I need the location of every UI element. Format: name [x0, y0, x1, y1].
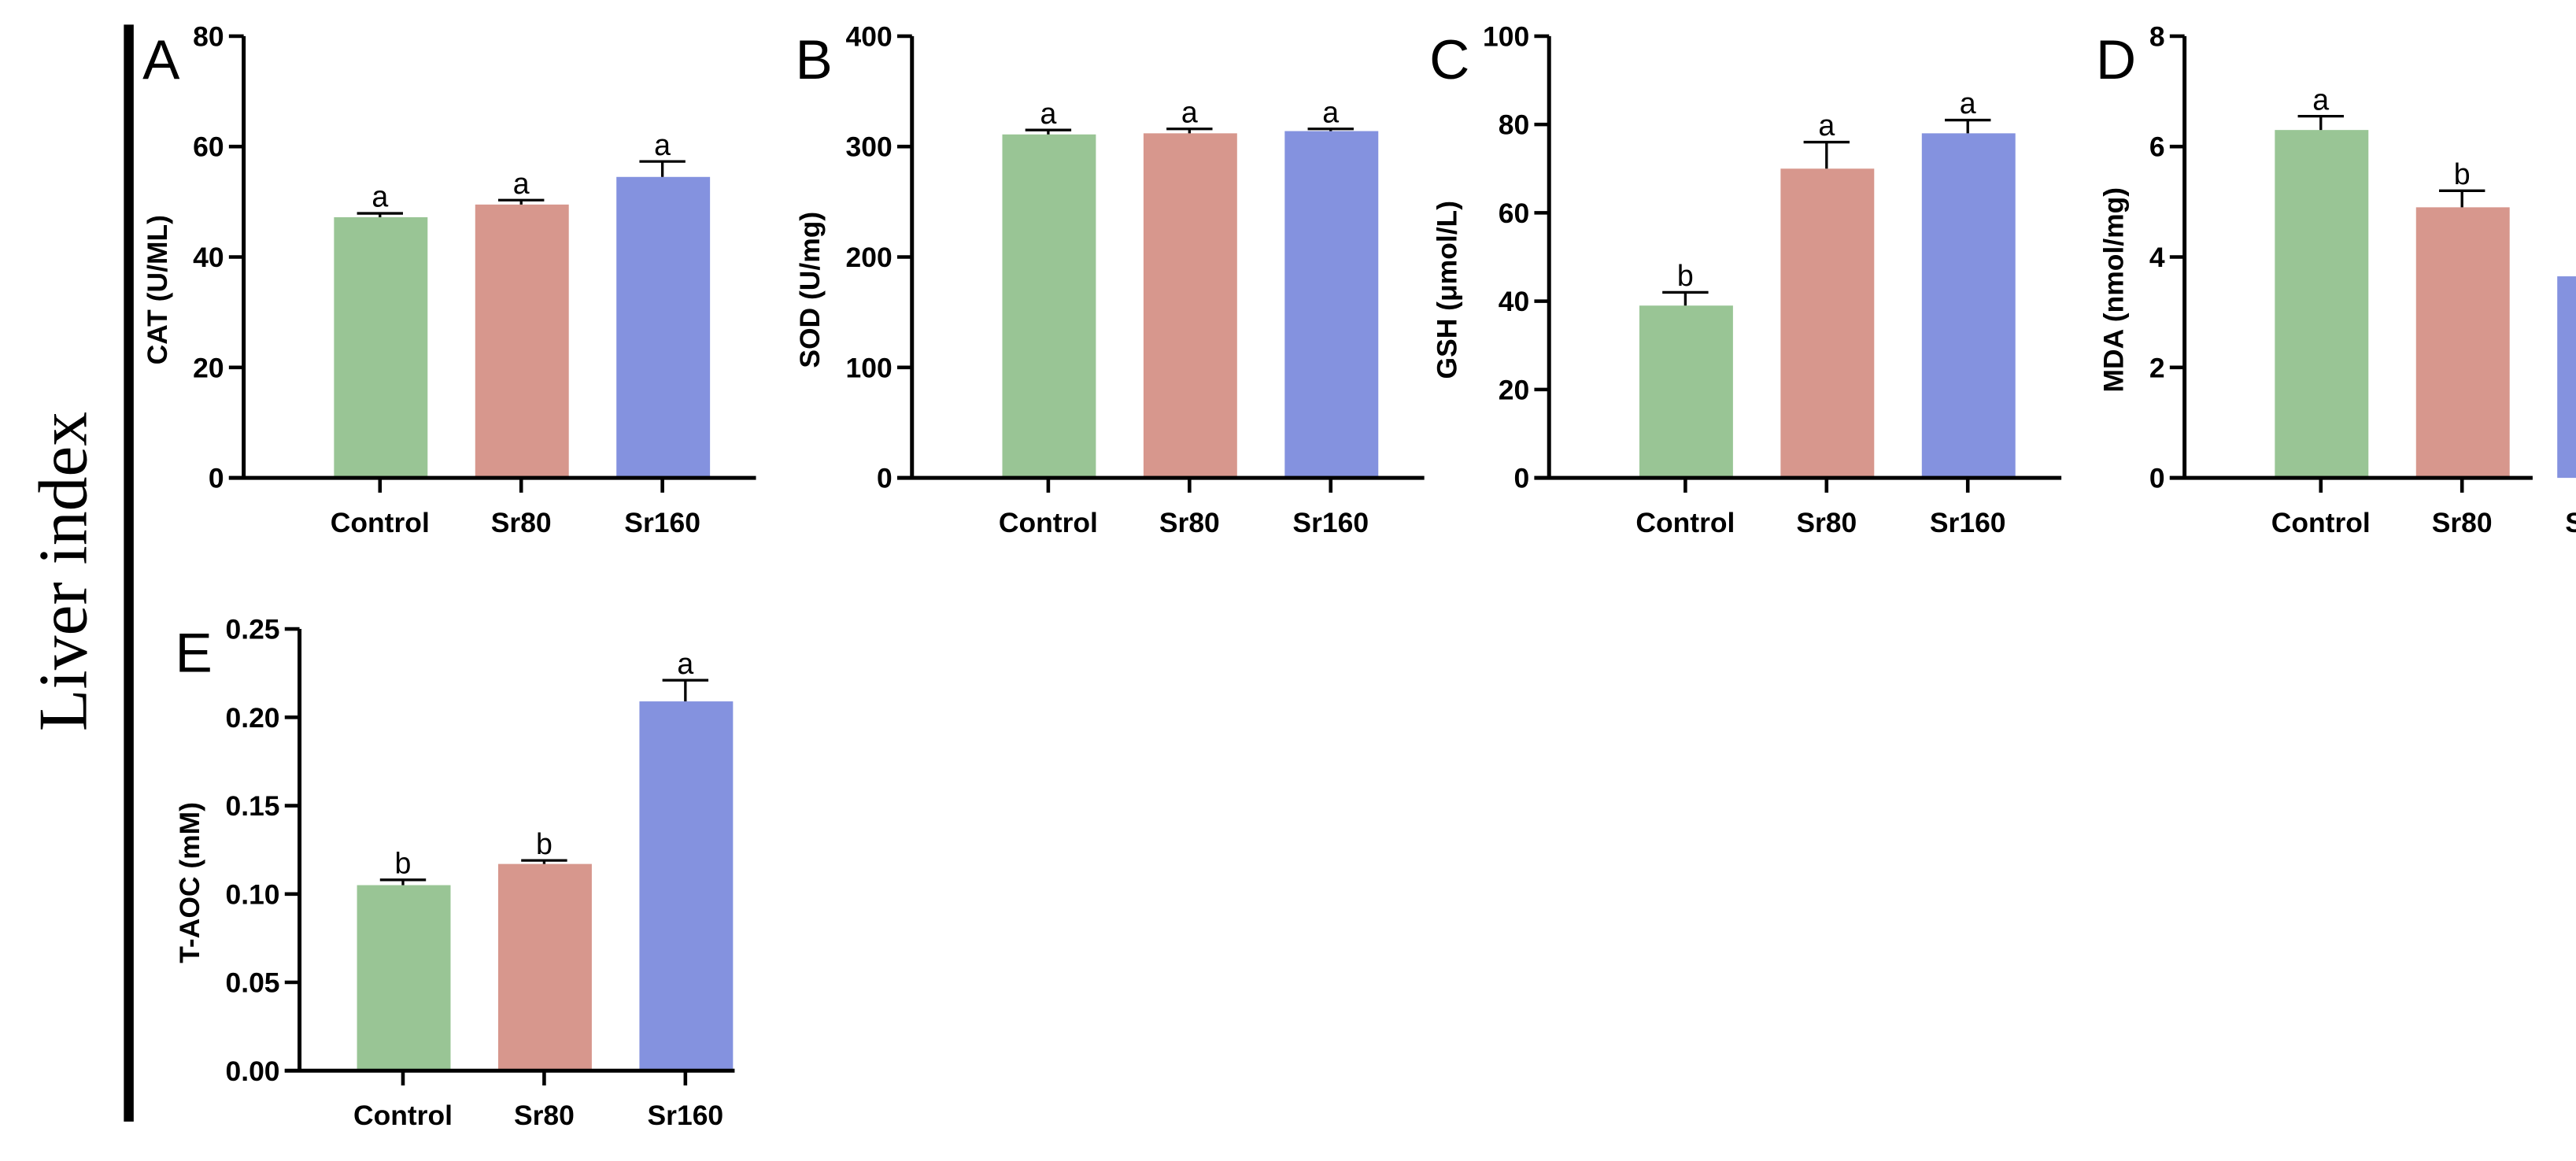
bar-sr80: [1780, 168, 1875, 479]
y-tick-label: 20: [193, 352, 224, 383]
panel-letter: A: [142, 29, 180, 91]
bar-sr80: [1143, 133, 1237, 479]
significance-letter: a: [1818, 109, 1835, 142]
panel-c: b Control a Sr80 a Sr160 0 20 40 60 80 100 C GSH (μmo…: [1429, 20, 2062, 538]
y-tick-label: 80: [1499, 109, 1529, 141]
y-tick-label: 200: [846, 242, 893, 273]
y-tick-label: 0: [1513, 463, 1529, 494]
bar-sr80: [2415, 207, 2510, 479]
y-axis-label: T-AOC (mM): [174, 802, 205, 963]
panel-a: a Control a Sr80 a Sr160 0 20 40 60 80 A CAT (U/ML): [142, 20, 756, 538]
significance-letter: a: [2312, 83, 2329, 116]
x-tick-label: Sr80: [1796, 507, 1857, 538]
x-tick-label: Sr80: [1159, 507, 1220, 538]
bar-control: [1002, 134, 1096, 479]
x-tick-label: Sr160: [624, 507, 700, 538]
y-tick-label: 2: [2149, 352, 2165, 383]
x-tick-label: Sr160: [1930, 507, 2006, 538]
side-bar: [124, 24, 134, 1122]
side-label: Liver index: [24, 412, 101, 731]
bar-control: [357, 885, 451, 1071]
x-tick-label: Control: [1635, 507, 1735, 538]
significance-letter: a: [513, 167, 530, 200]
significance-letter: b: [2454, 157, 2471, 190]
y-tick-label: 0.05: [226, 967, 280, 999]
panel-e: b Control b Sr80 a Sr160 0.00 0.05 0.10 0.15 0.20 0…: [174, 614, 735, 1131]
y-tick-label: 0.20: [226, 702, 280, 734]
significance-letter: a: [1040, 97, 1056, 130]
x-tick-label: Sr80: [514, 1100, 575, 1131]
bar-sr160: [2557, 276, 2576, 479]
y-tick-label: 60: [1499, 198, 1529, 229]
x-tick-label: Control: [353, 1100, 453, 1131]
significance-letter: a: [1181, 95, 1198, 128]
panel-letter: B: [796, 29, 833, 91]
y-tick-label: 20: [1499, 374, 1529, 405]
y-tick-label: 100: [1483, 20, 1529, 52]
significance-letter: a: [371, 180, 388, 213]
y-tick-label: 6: [2149, 131, 2165, 163]
significance-letter: a: [1960, 87, 1976, 120]
bar-control: [1639, 305, 1733, 479]
y-tick-label: 60: [193, 131, 224, 163]
y-tick-label: 0: [209, 463, 224, 494]
x-tick-label: Sr160: [2565, 507, 2576, 538]
y-axis-label: GSH (μmol/L): [1432, 201, 1463, 379]
y-tick-label: 40: [1499, 286, 1529, 317]
y-tick-label: 0.25: [226, 614, 280, 645]
y-tick-label: 0: [877, 463, 893, 494]
significance-letter: b: [395, 846, 412, 879]
x-tick-label: Sr80: [2432, 507, 2493, 538]
x-tick-label: Control: [331, 507, 430, 538]
bar-sr160: [1921, 133, 2016, 479]
significance-letter: a: [677, 647, 693, 680]
x-tick-label: Sr160: [648, 1100, 724, 1131]
panel-letter: E: [176, 622, 213, 684]
y-tick-label: 0.10: [226, 878, 280, 910]
panel-letter: D: [2096, 29, 2136, 91]
y-tick-label: 4: [2149, 242, 2165, 273]
y-axis-label: CAT (U/ML): [142, 215, 173, 364]
bar-sr80: [497, 863, 592, 1071]
y-axis-label: MDA (nmol/mg): [2097, 187, 2129, 393]
y-tick-label: 8: [2149, 20, 2165, 52]
x-tick-label: Control: [2271, 507, 2371, 538]
bar-sr160: [639, 701, 734, 1071]
y-tick-label: 400: [846, 20, 893, 52]
bar-control: [334, 216, 428, 479]
x-tick-label: Control: [999, 507, 1098, 538]
bar-sr80: [475, 204, 569, 479]
y-tick-label: 80: [193, 20, 224, 52]
x-tick-label: Sr160: [1292, 507, 1369, 538]
y-axis-label: SOD (U/mg): [794, 212, 826, 368]
y-tick-label: 40: [193, 242, 224, 273]
y-tick-label: 0.15: [226, 790, 280, 822]
x-tick-label: Sr80: [491, 507, 552, 538]
bar-sr160: [616, 176, 711, 479]
y-tick-label: 0: [2149, 463, 2165, 494]
significance-letter: b: [1677, 259, 1694, 292]
significance-letter: b: [536, 827, 553, 860]
panel-d: aControlbSr80cSr16002468DMDA (nmol/mg): [2096, 20, 2576, 538]
significance-letter: a: [1322, 95, 1339, 128]
significance-letter: a: [654, 128, 671, 161]
y-tick-label: 300: [846, 131, 893, 163]
bar-sr160: [1284, 131, 1379, 479]
y-tick-label: 100: [846, 352, 893, 383]
panel-b: a Control a Sr80 a Sr160 0 100 200 300 400 B SOD (U/…: [794, 20, 1425, 538]
panel-letter: C: [1429, 29, 1469, 91]
y-tick-label: 0.00: [226, 1056, 280, 1087]
bar-control: [2275, 130, 2369, 479]
